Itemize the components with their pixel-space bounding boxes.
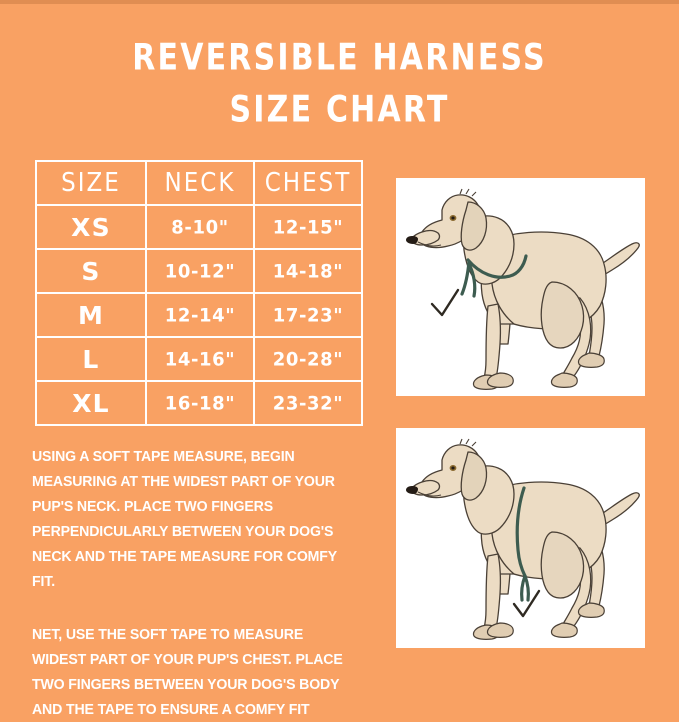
measuring-tape-neck <box>460 254 528 298</box>
column-header-neck: NECK <box>145 157 255 209</box>
cell-chest: 23-32" <box>253 378 363 428</box>
cell-size: S <box>35 248 147 294</box>
cell-neck: 14-16" <box>145 334 255 384</box>
title-line-2: SIZE CHART <box>229 88 450 132</box>
table-header-row: SIZE NECK CHEST <box>35 157 363 209</box>
dog-nose-icon <box>406 486 418 494</box>
chest-measurement-panel <box>396 428 645 648</box>
instructions-block: USING A SOFT TAPE MEASURE, BEGIN MEASURI… <box>32 444 376 722</box>
dog-nose-icon <box>406 236 418 244</box>
title-line-1: REVERSIBLE HARNESS <box>132 36 547 80</box>
top-edge-strip <box>0 0 679 4</box>
cell-size: XS <box>35 204 147 250</box>
dog-chest-illustration <box>406 438 640 640</box>
dog-neck-illustration <box>406 188 640 390</box>
table-row: L 14-16" 20-28" <box>35 334 363 384</box>
cell-size: M <box>35 292 147 338</box>
check-mark-icon <box>512 589 541 618</box>
table-row: M 12-14" 17-23" <box>35 290 363 340</box>
cell-size: XL <box>35 380 147 426</box>
page-title: REVERSIBLE HARNESS SIZE CHART <box>0 34 679 131</box>
cell-size: L <box>35 336 147 382</box>
cell-neck: 16-18" <box>145 378 255 428</box>
cell-neck: 10-12" <box>145 246 255 296</box>
cell-chest: 20-28" <box>253 334 363 384</box>
cell-chest: 12-15" <box>253 202 363 252</box>
chest-instruction-paragraph: NET, USE THE SOFT TAPE TO MEASURE WIDEST… <box>32 626 343 718</box>
size-chart-table: SIZE NECK CHEST XS 8-10" 12-15" S 10-12"… <box>35 157 363 428</box>
table-row: XS 8-10" 12-15" <box>35 202 363 252</box>
table-row: XL 16-18" 23-32" <box>35 378 363 428</box>
neck-instruction-paragraph: USING A SOFT TAPE MEASURE, BEGIN MEASURI… <box>32 448 337 590</box>
neck-measurement-panel <box>396 178 645 396</box>
column-header-chest: CHEST <box>253 157 363 209</box>
column-header-size: SIZE <box>35 157 147 209</box>
measuring-tape-chest <box>515 486 530 602</box>
cell-chest: 17-23" <box>253 290 363 340</box>
check-mark-icon <box>430 288 460 317</box>
table-row: S 10-12" 14-18" <box>35 246 363 296</box>
cell-neck: 8-10" <box>145 202 255 252</box>
cell-neck: 12-14" <box>145 290 255 340</box>
cell-chest: 14-18" <box>253 246 363 296</box>
